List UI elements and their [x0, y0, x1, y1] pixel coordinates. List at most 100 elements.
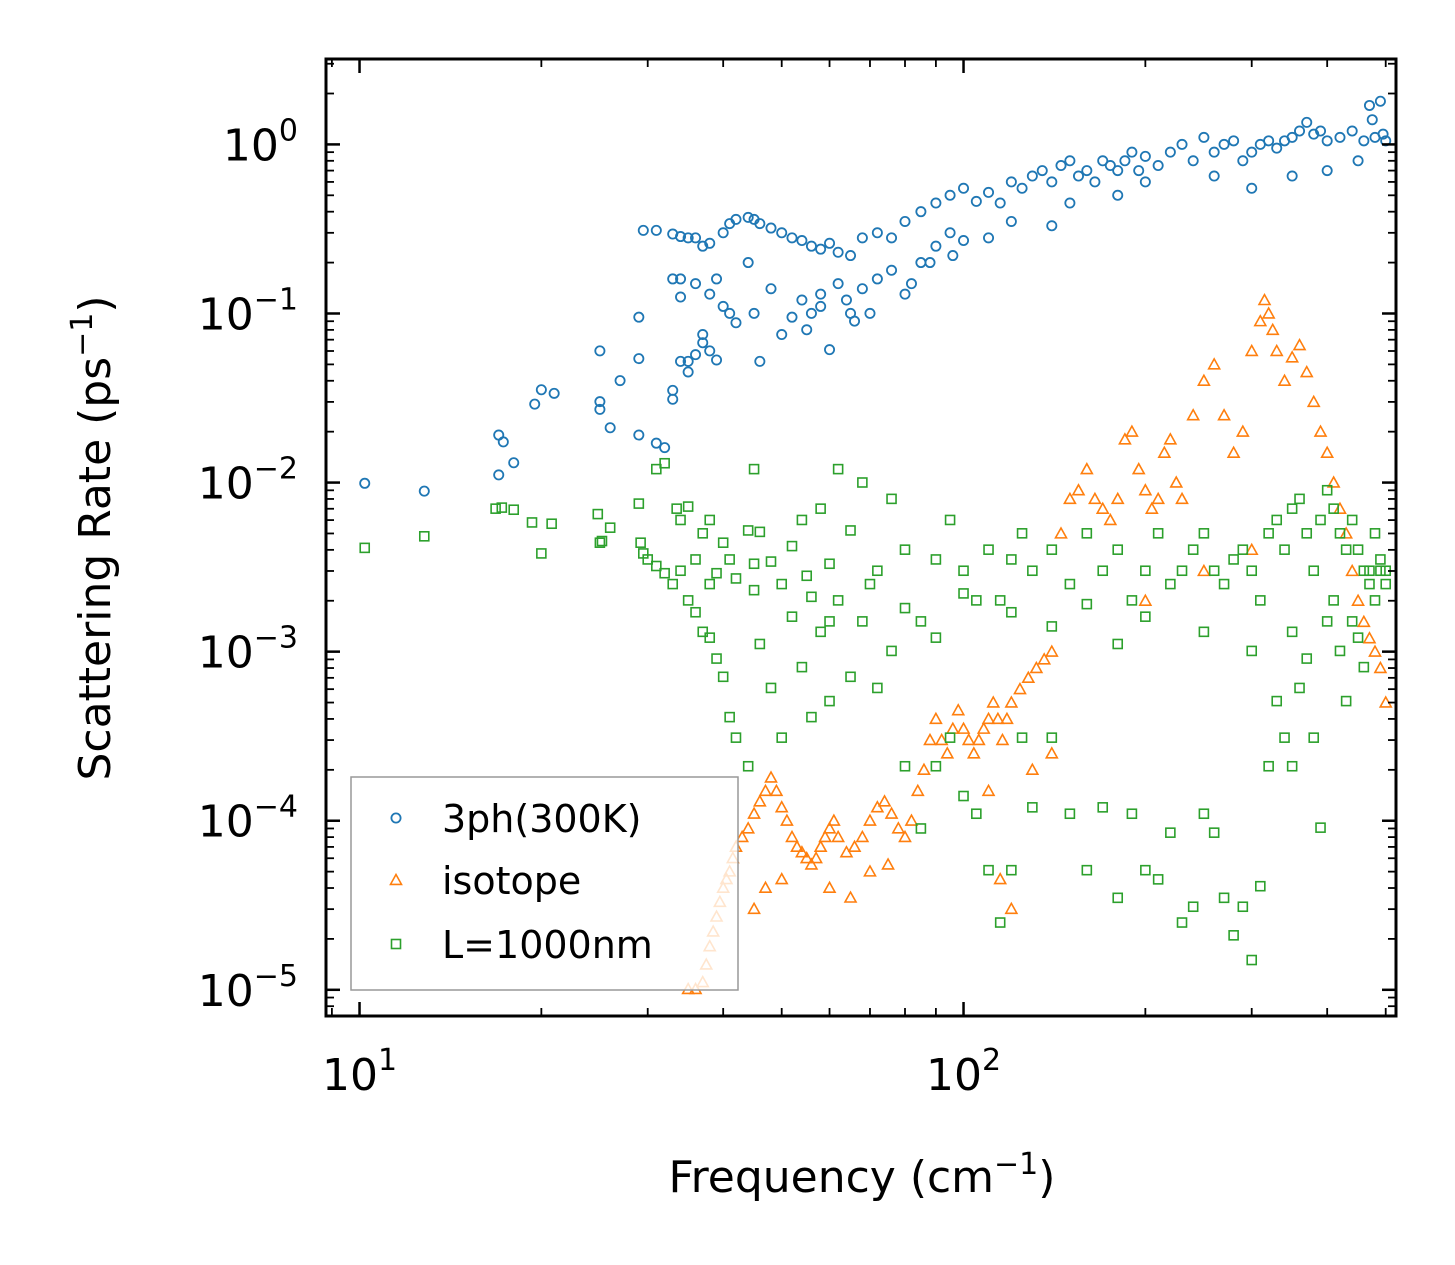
data-point	[690, 554, 701, 565]
data-point	[857, 477, 868, 488]
data-point	[774, 800, 789, 813]
data-point	[508, 504, 520, 516]
data-point	[1373, 660, 1388, 674]
data-point	[847, 839, 862, 853]
data-point	[1263, 760, 1274, 772]
data-point	[1334, 131, 1346, 143]
data-point	[805, 307, 817, 319]
data-point	[594, 345, 606, 357]
data-point	[1081, 598, 1093, 610]
data-point	[508, 457, 520, 469]
data-point	[1044, 746, 1059, 759]
legend-entry: 3ph(300K)	[390, 797, 641, 841]
data-point	[1286, 170, 1298, 182]
data-point	[1369, 595, 1381, 606]
data-point	[1301, 116, 1313, 128]
data-point	[724, 554, 735, 565]
data-point	[970, 195, 982, 207]
data-point	[958, 235, 970, 247]
data-point	[633, 498, 645, 509]
data-point	[1164, 146, 1176, 158]
data-point	[604, 522, 616, 533]
data-point	[929, 711, 943, 725]
data-point	[704, 632, 716, 643]
data-point	[650, 224, 662, 236]
data-point	[1165, 578, 1176, 590]
data-point	[1246, 182, 1258, 194]
data-point	[1021, 670, 1036, 684]
data-point	[815, 288, 827, 300]
data-point	[776, 578, 788, 590]
data-point	[843, 890, 858, 903]
data-point	[1299, 364, 1314, 378]
data-point	[827, 813, 841, 826]
data-point	[813, 839, 828, 853]
legend-label: 3ph(300K)	[442, 797, 641, 841]
data-point	[1027, 565, 1038, 577]
data-point	[1097, 565, 1109, 577]
data-point	[1046, 544, 1058, 555]
data-point	[886, 645, 897, 657]
data-point	[697, 337, 709, 349]
data-point	[730, 732, 742, 743]
data-point	[490, 503, 501, 514]
data-point	[735, 829, 750, 843]
data-point	[1089, 176, 1101, 188]
data-point	[832, 246, 844, 258]
data-point	[1263, 528, 1274, 539]
data-point	[748, 463, 760, 475]
data-point	[1315, 514, 1326, 526]
data-point	[536, 548, 547, 559]
data-point	[806, 711, 817, 723]
data-point	[904, 813, 919, 826]
data-point	[1364, 565, 1375, 577]
data-point	[871, 273, 883, 285]
data-point	[930, 760, 942, 772]
data-point	[730, 213, 742, 225]
data-point	[633, 429, 645, 441]
data-point	[958, 588, 969, 599]
legend-frame	[350, 776, 739, 991]
data-point	[1286, 760, 1298, 772]
data-point	[863, 864, 877, 877]
data-point	[1237, 155, 1249, 167]
data-point	[1255, 880, 1266, 892]
data-point	[667, 273, 679, 285]
data-point	[1315, 822, 1326, 833]
y-tick-label: 10−2	[198, 452, 298, 510]
data-point	[418, 485, 430, 497]
data-point	[671, 503, 682, 514]
data-point	[1112, 892, 1124, 904]
data-point	[824, 616, 835, 627]
data-point	[1246, 645, 1258, 657]
data-point	[711, 273, 723, 285]
data-point	[786, 611, 798, 622]
data-point	[899, 602, 911, 614]
data-point	[796, 294, 808, 306]
data-point	[1198, 626, 1210, 638]
series-L=1000nm	[359, 457, 1392, 966]
data-point	[1326, 475, 1341, 488]
data-point	[1294, 682, 1305, 694]
legend-marker-square	[390, 938, 402, 950]
data-point	[667, 393, 679, 405]
y-tick-label: 10−3	[198, 621, 298, 679]
data-point	[1334, 528, 1346, 539]
data-point	[899, 215, 911, 227]
data-point	[1152, 160, 1164, 172]
data-point	[1301, 653, 1313, 664]
data-point	[1271, 514, 1283, 526]
data-point	[1269, 343, 1284, 357]
data-point	[1286, 131, 1298, 143]
data-point	[1279, 732, 1290, 743]
data-point	[857, 616, 868, 627]
data-point	[1055, 160, 1067, 172]
data-point	[497, 436, 509, 448]
data-point	[1016, 528, 1028, 539]
y-tick-label: 10−1	[198, 282, 298, 340]
data-point	[871, 227, 883, 239]
data-point	[1163, 432, 1178, 445]
data-point	[1144, 501, 1159, 514]
data-point	[717, 300, 729, 312]
data-point	[971, 732, 986, 746]
